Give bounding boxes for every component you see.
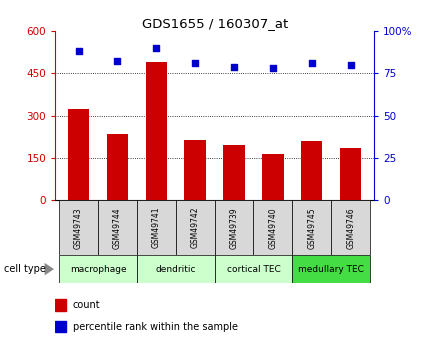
- Point: [309, 60, 315, 66]
- Text: cell type: cell type: [4, 264, 46, 274]
- Bar: [59, 255, 137, 283]
- Point: [153, 45, 160, 51]
- Bar: [55, 299, 66, 310]
- Text: cortical TEC: cortical TEC: [227, 265, 280, 274]
- Bar: [292, 200, 331, 255]
- Text: macrophage: macrophage: [70, 265, 126, 274]
- Bar: [137, 200, 176, 255]
- Point: [269, 66, 276, 71]
- Bar: [137, 255, 215, 283]
- Text: percentile rank within the sample: percentile rank within the sample: [73, 322, 238, 332]
- Text: GSM49746: GSM49746: [346, 207, 355, 248]
- Bar: [107, 134, 128, 200]
- Text: GSM49739: GSM49739: [230, 207, 238, 248]
- Bar: [215, 255, 292, 283]
- Bar: [224, 145, 245, 200]
- Point: [347, 62, 354, 68]
- Point: [192, 60, 198, 66]
- Bar: [301, 141, 323, 200]
- Bar: [340, 148, 361, 200]
- Point: [231, 64, 238, 69]
- Text: dendritic: dendritic: [156, 265, 196, 274]
- Point: [75, 49, 82, 54]
- Bar: [215, 200, 253, 255]
- Bar: [262, 154, 283, 200]
- Text: GSM49742: GSM49742: [191, 207, 200, 248]
- Text: GSM49741: GSM49741: [152, 207, 161, 248]
- Bar: [184, 139, 206, 200]
- Text: GSM49743: GSM49743: [74, 207, 83, 248]
- Text: GSM49745: GSM49745: [307, 207, 316, 248]
- Polygon shape: [45, 263, 54, 275]
- Bar: [146, 62, 167, 200]
- Title: GDS1655 / 160307_at: GDS1655 / 160307_at: [142, 17, 288, 30]
- Bar: [98, 200, 137, 255]
- Text: count: count: [73, 300, 100, 310]
- Point: [114, 59, 121, 64]
- Bar: [55, 321, 66, 333]
- Bar: [292, 255, 370, 283]
- Text: GSM49744: GSM49744: [113, 207, 122, 248]
- Bar: [59, 200, 98, 255]
- Bar: [176, 200, 215, 255]
- Bar: [253, 200, 292, 255]
- Bar: [331, 200, 370, 255]
- Text: GSM49740: GSM49740: [269, 207, 278, 248]
- Text: medullary TEC: medullary TEC: [298, 265, 364, 274]
- Bar: [68, 109, 89, 200]
